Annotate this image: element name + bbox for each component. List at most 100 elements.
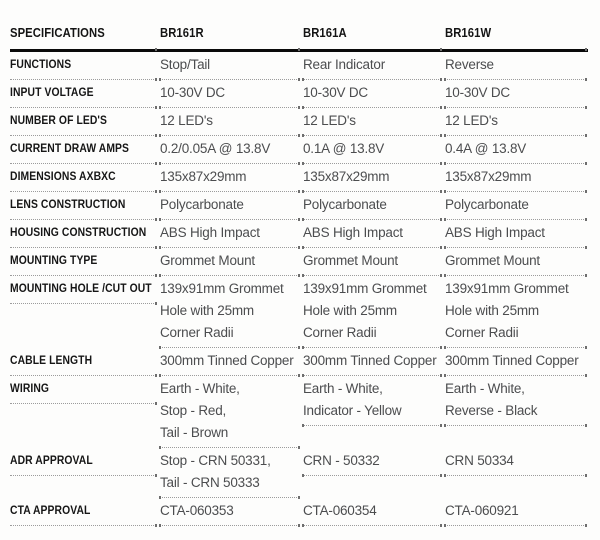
row-label: FUNCTIONS (10, 59, 72, 71)
cell-line: Corner Radii (303, 325, 377, 340)
cell-line: ABS High Impact (160, 225, 260, 240)
cell-line: 12 LED's (160, 113, 213, 128)
column-header-br161a: BR161A (303, 21, 442, 51)
spec-cell: Polycarbonate (444, 192, 587, 221)
table-row: INPUT VOLTAGE 10-30V DC 10-30V DC 10-30V… (10, 80, 588, 109)
column-header-label: SPECIFICATIONS (10, 26, 105, 40)
spec-cell: 10-30V DC (444, 80, 587, 109)
row-label-cell: FUNCTIONS (10, 52, 157, 81)
cell-line: ABS High Impact (303, 225, 403, 240)
row-label: LENS CONSTRUCTION (10, 199, 126, 211)
row-label: HOUSING CONSTRUCTION (10, 227, 147, 239)
cell-line: Earth - White, (160, 381, 240, 396)
row-label: CABLE LENGTH (10, 355, 93, 367)
cell-line: Tail - CRN 50333 (160, 475, 260, 490)
cell-line: 10-30V DC (303, 85, 368, 100)
cell-line: Indicator - Yellow (303, 403, 402, 418)
spec-cell: 139x91mm Grommet Hole with 25mm Corner Rad… (444, 276, 587, 349)
cell-line: 139x91mm Grommet (160, 281, 284, 296)
cell-line: Rear Indicator (303, 57, 385, 72)
cell-line: 135x87x29mm (303, 169, 390, 184)
spec-cell: 300mm Tinned Copper (159, 348, 300, 377)
table-row: HOUSING CONSTRUCTION ABS High Impact ABS… (10, 220, 588, 249)
table-row: DIMENSIONS AXBXC 135x87x29mm 135x87x29mm… (10, 164, 588, 193)
cell-line: CRN - 50332 (303, 453, 380, 468)
spec-cell: 0.2/0.05A @ 13.8V (159, 136, 300, 165)
spec-cell: CRN - 50332 (302, 448, 442, 477)
cell-line: 139x91mm Grommet (303, 281, 427, 296)
cell-line: Hole with 25mm (303, 303, 397, 318)
row-label-cell: CTA APPROVAL (10, 498, 157, 527)
spec-cell: Earth - White, Indicator - Yellow (302, 376, 442, 427)
cell-line: Reverse - Black (445, 403, 538, 418)
cell-line: 12 LED's (445, 113, 498, 128)
cell-line: 300mm Tinned Copper (160, 353, 294, 368)
spec-cell: Polycarbonate (302, 192, 442, 221)
cell-line: ABS High Impact (445, 225, 545, 240)
spec-cell: ABS High Impact (159, 220, 300, 249)
table-row: WIRING Earth - White, Stop - Red, Tail - B… (10, 376, 588, 449)
spec-cell: Stop/Tail (159, 52, 300, 81)
row-label-cell: ADR APPROVAL (10, 448, 157, 477)
spec-cell: 10-30V DC (159, 80, 300, 109)
cell-line: Earth - White, (445, 381, 525, 396)
cell-line: 300mm Tinned Copper (303, 353, 437, 368)
spec-cell: 12 LED's (159, 108, 300, 137)
cell-line: CRN 50334 (445, 453, 514, 468)
row-label-cell: CABLE LENGTH (10, 348, 157, 377)
spec-cell: 300mm Tinned Copper (302, 348, 442, 377)
cell-line: CTA-060353 (160, 503, 234, 518)
row-label: MOUNTING HOLE /CUT OUT (10, 283, 152, 295)
row-label: NUMBER OF LED'S (10, 115, 107, 127)
table-row: MOUNTING TYPE Grommet Mount Grommet Moun… (10, 248, 588, 277)
cell-line: Grommet Mount (445, 253, 540, 268)
spec-cell: Polycarbonate (159, 192, 300, 221)
spec-cell: Rear Indicator (302, 52, 442, 81)
cell-line: CTA-060354 (303, 503, 377, 518)
row-label: CTA APPROVAL (10, 505, 91, 517)
row-label: DIMENSIONS AXBXC (10, 171, 116, 183)
cell-line: Tail - Brown (160, 425, 229, 440)
spec-cell: CTA-060353 (159, 498, 300, 527)
row-label-cell: MOUNTING HOLE /CUT OUT (10, 276, 157, 305)
table-row: CURRENT DRAW AMPS 0.2/0.05A @ 13.8V 0.1A… (10, 136, 588, 165)
row-label-cell: HOUSING CONSTRUCTION (10, 220, 157, 249)
table-body: FUNCTIONS Stop/Tail Rear Indicator Rever… (10, 52, 588, 527)
spec-cell: Reverse (444, 52, 587, 81)
row-label: INPUT VOLTAGE (10, 87, 94, 99)
spec-cell: 135x87x29mm (302, 164, 442, 193)
column-header-br161r: BR161R (160, 21, 300, 51)
cell-line: 12 LED's (303, 113, 356, 128)
row-label-cell: NUMBER OF LED'S (10, 108, 157, 137)
table-row: LENS CONSTRUCTION Polycarbonate Polycarb… (10, 192, 588, 221)
row-label-cell: CURRENT DRAW AMPS (10, 136, 157, 165)
row-label-cell: INPUT VOLTAGE (10, 80, 157, 109)
spec-cell: Grommet Mount (444, 248, 587, 277)
row-label: WIRING (10, 383, 50, 395)
cell-line: Polycarbonate (160, 197, 244, 212)
column-header-specifications: SPECIFICATIONS (10, 21, 157, 51)
cell-line: Polycarbonate (445, 197, 529, 212)
spec-cell: Grommet Mount (159, 248, 300, 277)
cell-line: 0.4A @ 13.8V (445, 141, 527, 156)
cell-line: 0.1A @ 13.8V (303, 141, 385, 156)
cell-line: Corner Radii (160, 325, 234, 340)
spec-table: SPECIFICATIONS BR161R BR161A BR161W FUNC… (10, 21, 588, 527)
spec-cell: 139x91mm Grommet Hole with 25mm Corner Rad… (159, 276, 300, 349)
cell-line: Stop - Red, (160, 403, 227, 418)
table-row: CABLE LENGTH 300mm Tinned Copper 300mm T… (10, 348, 588, 377)
table-row: CTA APPROVAL CTA-060353 CTA-060354 CTA-0… (10, 498, 588, 527)
table-row: FUNCTIONS Stop/Tail Rear Indicator Rever… (10, 52, 588, 81)
spec-cell: Earth - White, Stop - Red, Tail - Brown (159, 376, 300, 449)
table-header-row: SPECIFICATIONS BR161R BR161A BR161W (10, 21, 588, 52)
column-header-label: BR161A (303, 26, 347, 40)
spec-cell: Grommet Mount (302, 248, 442, 277)
cell-line: 135x87x29mm (445, 169, 532, 184)
column-header-label: BR161W (445, 26, 492, 40)
spec-cell: 12 LED's (302, 108, 442, 137)
cell-line: Earth - White, (303, 381, 383, 396)
cell-line: 139x91mm Grommet (445, 281, 569, 296)
spec-cell: 135x87x29mm (444, 164, 587, 193)
row-label-cell: WIRING (10, 376, 157, 405)
cell-line: Stop - CRN 50331, (160, 453, 271, 468)
